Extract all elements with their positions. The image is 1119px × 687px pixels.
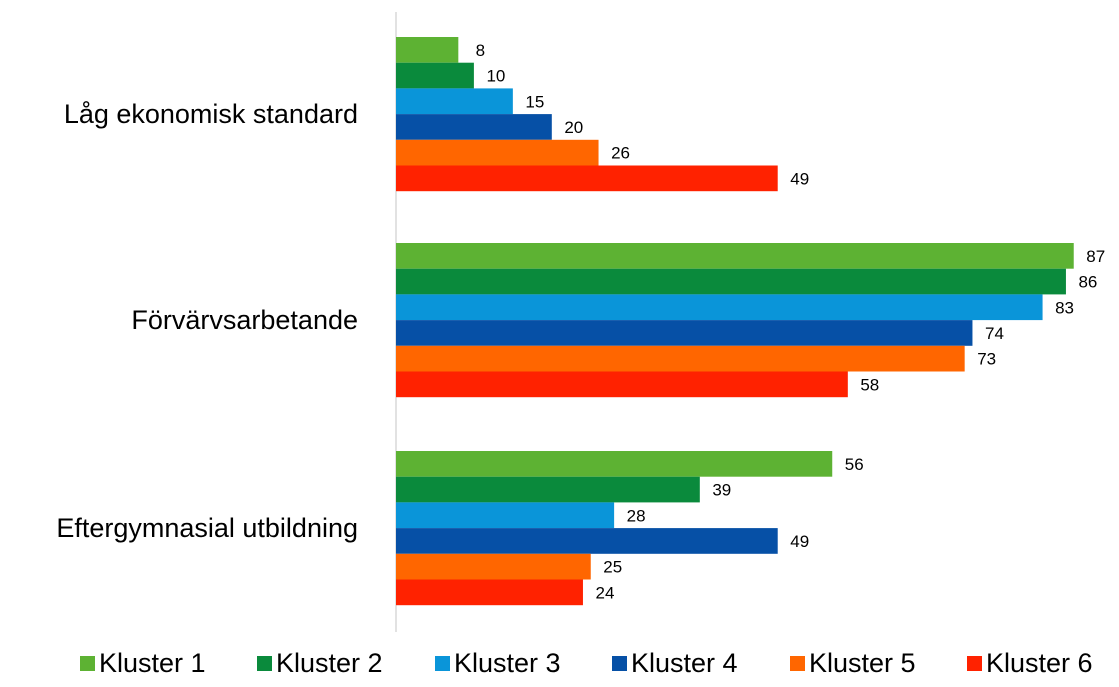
data-label: 28 xyxy=(627,506,646,525)
bars-layer xyxy=(396,37,1074,606)
legend-swatch xyxy=(80,656,95,671)
bar xyxy=(396,320,973,346)
legend-swatch xyxy=(967,656,982,671)
legend-swatch xyxy=(257,656,272,671)
bar xyxy=(396,502,615,529)
bar xyxy=(396,294,1043,321)
category-label: Eftergymnasial utbildning xyxy=(56,513,358,543)
legend-label: Kluster 6 xyxy=(986,648,1093,678)
labels-layer: Låg ekonomisk standard 810 15 20 26 49 Förvärv… xyxy=(56,41,1105,602)
bar xyxy=(396,37,459,63)
data-label: 83 xyxy=(1055,298,1074,317)
category-label: Låg ekonomisk standard xyxy=(64,99,358,129)
data-label: 20 xyxy=(564,118,583,137)
bar xyxy=(396,62,474,89)
data-label: 56 xyxy=(845,455,864,474)
data-label: 49 xyxy=(790,169,809,188)
legend-label: Kluster 5 xyxy=(809,648,916,678)
legend-swatch xyxy=(435,656,450,671)
data-label: 10 xyxy=(486,67,505,86)
legend-label: Kluster 1 xyxy=(99,648,206,678)
data-label: 86 xyxy=(1078,273,1097,292)
bar xyxy=(396,243,1074,269)
data-label: 25 xyxy=(603,558,622,577)
legend-label: Kluster 4 xyxy=(631,648,738,678)
bar xyxy=(396,88,513,115)
data-label: 58 xyxy=(860,375,879,394)
data-label: 49 xyxy=(790,532,809,551)
data-label: 24 xyxy=(595,583,614,602)
bar xyxy=(396,345,965,372)
category-label: Förvärvsarbetande xyxy=(131,305,358,335)
legend: Kluster 1 Kluster 2 Kluster 3 Kluster 4 Klus… xyxy=(80,648,1093,678)
legend-swatch xyxy=(790,656,805,671)
legend-swatch xyxy=(612,656,627,671)
bar xyxy=(396,553,591,580)
legend-label: Kluster 3 xyxy=(454,648,561,678)
legend-label: Kluster 2 xyxy=(276,648,383,678)
data-label: 73 xyxy=(977,350,996,369)
data-label: 39 xyxy=(712,481,731,500)
bar xyxy=(396,139,599,166)
data-label: 8 xyxy=(476,41,485,60)
bar xyxy=(396,114,552,140)
bar xyxy=(396,476,700,503)
bar xyxy=(396,268,1066,295)
bar xyxy=(396,451,833,477)
data-label: 87 xyxy=(1086,247,1105,266)
bar xyxy=(396,371,848,398)
data-label: 26 xyxy=(611,144,630,163)
data-label: 15 xyxy=(525,92,544,111)
bar xyxy=(396,579,583,606)
data-label: 74 xyxy=(985,324,1004,343)
bar xyxy=(396,165,778,192)
bar xyxy=(396,528,778,554)
